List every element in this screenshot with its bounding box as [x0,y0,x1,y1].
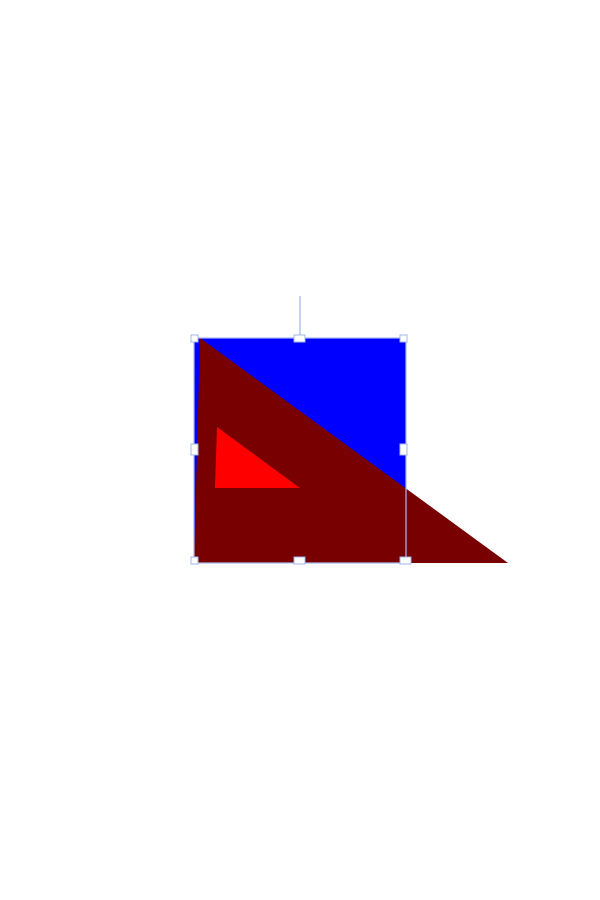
resize-handle-bottom-right[interactable] [399,556,412,565]
red-triangle[interactable] [215,427,300,488]
selection-frame [190,296,412,565]
resize-handle-bottom-left[interactable] [190,556,199,565]
resize-handle-middle-left[interactable] [190,443,199,456]
resize-handle-top-left[interactable] [190,334,199,343]
resize-handle-middle-right[interactable] [399,443,408,456]
resize-handle-top-right[interactable] [399,334,408,343]
dark-red-triangle[interactable] [194,338,508,563]
resize-handle-bottom-middle[interactable] [293,556,306,565]
resize-handle-top-middle[interactable] [293,334,306,343]
